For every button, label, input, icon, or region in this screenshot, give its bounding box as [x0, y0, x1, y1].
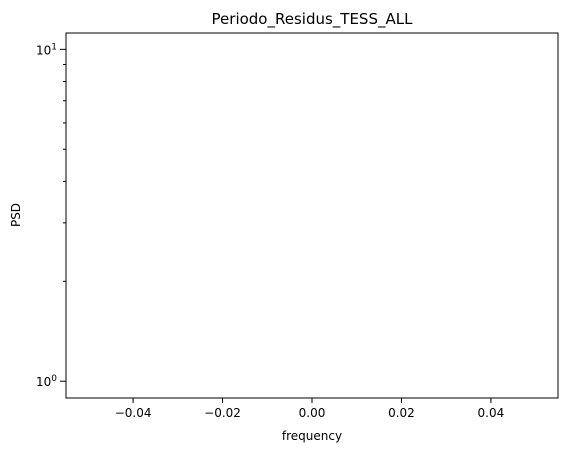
- y-tick-label: 101: [36, 42, 57, 57]
- x-tick-label: 0.00: [299, 406, 326, 420]
- plot-frame: [65, 32, 559, 399]
- x-tick-label: 0.02: [388, 406, 415, 420]
- x-axis-label: frequency: [282, 429, 342, 443]
- y-tick-label-exponent: 1: [51, 42, 57, 52]
- x-tick-label: −0.04: [115, 406, 152, 420]
- y-tick-label-base: 10: [36, 375, 51, 389]
- y-tick-label-exponent: 0: [51, 374, 57, 384]
- chart-title: Periodo_Residus_TESS_ALL: [212, 10, 414, 29]
- x-tick-label: −0.02: [204, 406, 241, 420]
- y-tick-label-base: 10: [36, 43, 51, 57]
- y-tick-label: 100: [36, 374, 57, 389]
- y-axis-label: PSD: [9, 203, 23, 227]
- x-tick-label: 0.04: [478, 406, 505, 420]
- x-axis-ticks: −0.04 −0.02 0.00 0.02 0.04: [115, 398, 505, 420]
